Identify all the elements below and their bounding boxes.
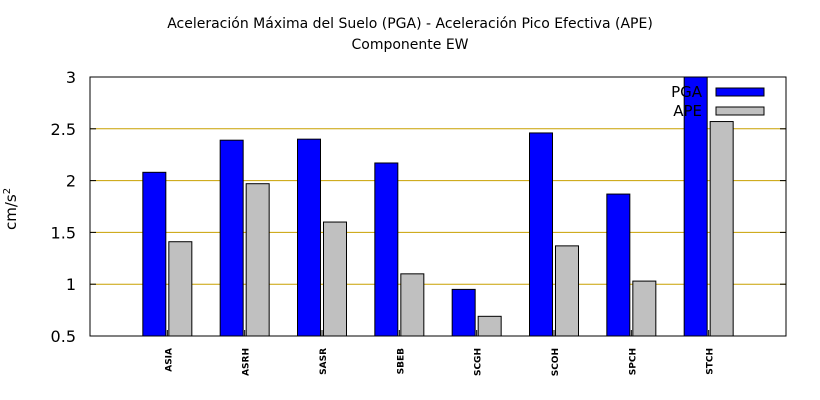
legend-label: PGA (671, 83, 703, 101)
x-tick-label: SBEB (396, 348, 406, 374)
bar-ape-stch (709, 121, 734, 337)
x-tick-label: SCGH (474, 348, 484, 376)
y-tick-label: 0.5 (51, 327, 76, 346)
y-tick-label: 2 (66, 172, 76, 191)
x-tick-label: ASIA (164, 348, 174, 372)
bar-ape-asrh (245, 183, 270, 337)
bar-ape-scoh (555, 245, 579, 337)
grid-lines (90, 128, 786, 285)
y-tick-label: 3 (66, 68, 76, 87)
bar-pga-spch (606, 193, 631, 337)
x-tick-label: SCOH (551, 348, 561, 376)
bar-pga-sbeb (374, 162, 399, 337)
bar-ape-spch (632, 280, 657, 337)
x-tick-label: SASR (319, 348, 329, 375)
bar-ape-asia (168, 241, 193, 337)
y-tick-label: 1.5 (51, 223, 76, 242)
plot-frame (89, 76, 787, 337)
bar-ape-scgh (477, 315, 502, 337)
legend-swatch (715, 87, 765, 97)
bar-pga-scoh (529, 132, 553, 337)
bars (142, 76, 734, 337)
bar-ape-sbeb (400, 273, 425, 337)
y-axis-ticks: 0.5 1 1.5 2 2.5 3 (51, 68, 786, 346)
x-tick-label: STCH (706, 348, 716, 375)
legend-label: APE (673, 102, 702, 120)
bar-pga-asrh (219, 139, 244, 337)
x-tick-label: SPCH (628, 348, 638, 375)
bar-ape-sasr (323, 221, 347, 337)
bar-pga-sasr (297, 138, 321, 337)
y-tick-label: 1 (66, 275, 76, 294)
bar-pga-scgh (451, 288, 476, 337)
legend-swatch (715, 106, 765, 116)
chart-title: Aceleración Máxima del Suelo (PGA) - Ace… (167, 16, 653, 32)
chart-subtitle: Componente EW (351, 37, 469, 53)
x-axis-ticks: ASIA ASRH SASR SBEB SCGH SCOH SPCH STCH (164, 330, 716, 376)
bar-pga-asia (142, 171, 167, 337)
x-tick-label: ASRH (242, 348, 252, 376)
y-tick-label: 2.5 (51, 120, 76, 139)
